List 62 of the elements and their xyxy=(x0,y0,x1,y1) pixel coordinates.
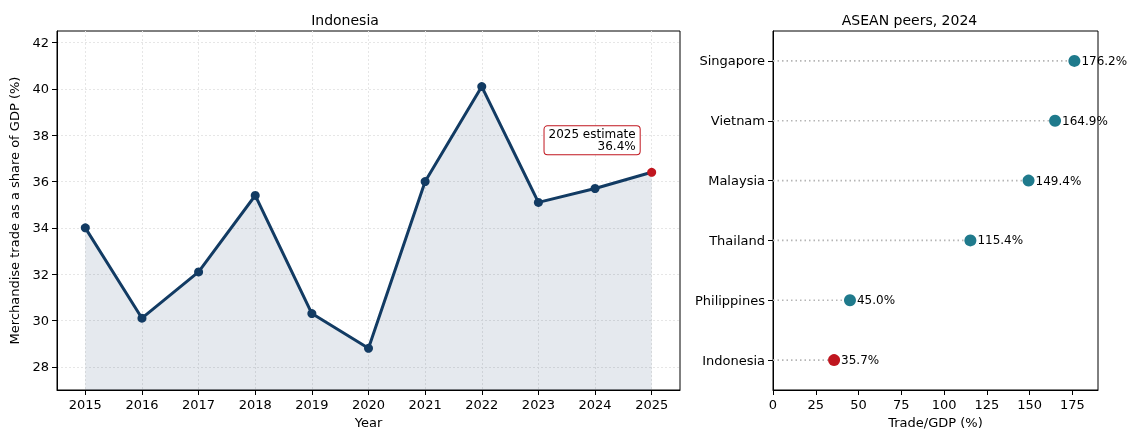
x-tick-label: 150 xyxy=(1017,397,1042,412)
x-tick-label: 2023 xyxy=(521,397,555,412)
x-tick-label: 50 xyxy=(850,397,867,412)
x-tick-label: 100 xyxy=(931,397,957,412)
point xyxy=(1049,114,1062,127)
y-tick-label: 42 xyxy=(32,35,49,51)
point xyxy=(307,309,317,319)
data-label: 45.0% xyxy=(856,293,896,308)
data-label: 115.4% xyxy=(977,233,1024,248)
point xyxy=(364,343,373,353)
point xyxy=(828,354,841,367)
point xyxy=(137,313,147,323)
y-tick-label: Thailand xyxy=(708,232,765,248)
chart-title: ASEAN peers, 2024 xyxy=(841,12,978,28)
point xyxy=(194,267,204,277)
point xyxy=(80,223,90,233)
point xyxy=(477,82,487,92)
x-axis-title: Year xyxy=(353,415,383,430)
x-tick-label: 25 xyxy=(807,397,825,412)
y-tick-label: 28 xyxy=(32,359,49,375)
x-tick-label: 2017 xyxy=(182,397,216,412)
x-tick-label: 75 xyxy=(893,397,910,412)
y-tick-label: 32 xyxy=(32,266,49,282)
x-tick-label: 2015 xyxy=(68,397,102,412)
x-tick-label: 2018 xyxy=(238,397,272,412)
chart-title: Indonesia xyxy=(311,12,379,28)
x-tick-label: 125 xyxy=(974,397,1000,412)
x-tick-label: 175 xyxy=(1059,397,1085,412)
y-tick-label: 34 xyxy=(32,220,49,236)
point xyxy=(420,177,430,187)
data-label: 176.2% xyxy=(1081,53,1128,68)
point xyxy=(590,184,600,193)
x-tick-label: 0 xyxy=(768,397,778,412)
x-axis-title: Trade/GDP (%) xyxy=(887,415,983,430)
point xyxy=(647,167,657,177)
annotation: 2025 estimate 36.4% xyxy=(548,127,636,154)
y-tick-label: 30 xyxy=(32,313,49,329)
y-tick-label: Malaysia xyxy=(708,173,765,189)
data-label: 149.4% xyxy=(1035,173,1082,188)
point xyxy=(533,197,543,207)
y-tick-label: Singapore xyxy=(699,53,765,69)
x-tick-label: 2019 xyxy=(295,397,329,412)
y-tick-label: Philippines xyxy=(694,292,766,308)
x-tick-label: 2024 xyxy=(578,397,612,412)
data-label: 164.9% xyxy=(1062,113,1108,128)
point xyxy=(1068,54,1081,67)
point xyxy=(250,190,260,200)
y-tick-label: Vietnam xyxy=(710,113,765,129)
x-tick-label: 2021 xyxy=(408,397,442,412)
point xyxy=(964,234,977,247)
y-tick-label: 38 xyxy=(32,127,49,143)
y-axis-title: Merchandise trade as a share of GDP (%) xyxy=(7,76,22,345)
y-tick-label: 40 xyxy=(32,81,49,97)
x-tick-label: 2020 xyxy=(351,397,386,412)
point xyxy=(1022,174,1035,187)
x-tick-label: 2025 xyxy=(635,397,669,412)
y-tick-label: 36 xyxy=(32,174,49,190)
y-tick-label: Indonesia xyxy=(702,352,765,368)
x-tick-label: 2016 xyxy=(125,397,159,412)
x-tick-label: 2022 xyxy=(465,397,499,412)
data-label: 35.7% xyxy=(841,353,880,368)
point xyxy=(843,294,856,307)
